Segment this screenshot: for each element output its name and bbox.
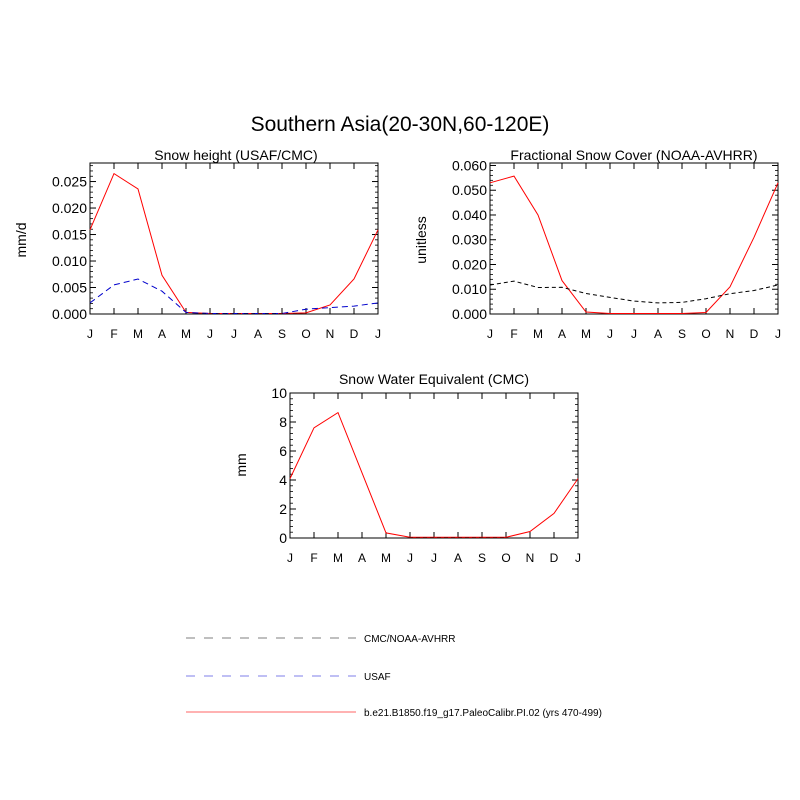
x-tick-label: F [510,327,517,341]
series-line-cmc [489,280,779,304]
legend-label-cmc: CMC/NOAA-AVHRR [364,634,455,645]
y-tick-label: 0.020 [452,256,487,272]
x-tick-label: D [750,327,759,341]
y-tick-label: 0.030 [452,232,487,248]
y-tick-label: 0.005 [52,280,87,296]
x-tick-label: S [278,327,286,341]
y-axis-label: mm [233,453,249,476]
x-tick-label: O [501,551,510,565]
x-tick-label: J [487,327,493,341]
y-tick-label: 4 [279,472,287,488]
x-tick-label: N [326,327,335,341]
y-axis-label: unitless [413,216,429,263]
x-tick-label: J [775,327,781,341]
x-tick-label: A [158,327,166,341]
y-tick-label: 0.050 [452,182,487,198]
x-tick-label: S [678,327,686,341]
x-tick-label: J [607,327,613,341]
y-tick-label: 0.025 [52,174,87,190]
x-tick-label: M [181,327,191,341]
x-tick-label: A [454,551,462,565]
x-tick-label: J [87,327,93,341]
y-tick-label: 8 [279,414,287,430]
series-line-model [489,175,779,314]
y-tick-label: 0.060 [452,157,487,173]
legend: CMC/NOAA-AVHRR USAF b.e21.B1850.f19_g17.… [186,634,602,719]
plot-frame [289,392,579,539]
x-tick-label: J [407,551,413,565]
y-tick-label: 0.010 [52,253,87,269]
x-tick-label: D [350,327,359,341]
plot-frame [489,162,779,315]
x-tick-label: M [581,327,591,341]
x-tick-label: J [431,551,437,565]
x-tick-label: O [701,327,710,341]
x-tick-label: A [654,327,662,341]
x-tick-label: J [631,327,637,341]
x-tick-label: F [310,551,317,565]
y-tick-label: 0.000 [452,306,487,322]
y-tick-label: 0.000 [52,306,87,322]
x-tick-label: N [526,551,535,565]
panel-snow-water-equivalent: Snow Water Equivalent (CMC) mm 0 2 4 6 8 10 J F… [233,371,581,565]
panel-snow-height: Snow height (USAF/CMC) mm/d 0.000 0.005 0.… [13,147,381,341]
y-tick-label: 2 [279,501,287,517]
x-tick-label: J [231,327,237,341]
x-tick-label: S [478,551,486,565]
x-tick-label: M [333,551,343,565]
x-tick-label: A [254,327,262,341]
panel-title: Snow Water Equivalent (CMC) [339,371,529,387]
series-line-model [289,411,579,538]
x-tick-label: A [358,551,366,565]
x-tick-label: J [287,551,293,565]
panel-fractional-snow-cover: Fractional Snow Cover (NOAA-AVHRR) unitl… [413,147,781,341]
x-tick-label: A [558,327,566,341]
y-tick-label: 6 [279,443,287,459]
y-tick-label: 10 [271,385,287,401]
y-tick-label: 0.010 [452,281,487,297]
panel-title: Snow height (USAF/CMC) [154,147,317,163]
x-tick-label: M [533,327,543,341]
y-tick-label: 0.020 [52,200,87,216]
x-tick-label: D [550,551,559,565]
y-tick-label: 0.015 [52,227,87,243]
figure-title: Southern Asia(20-30N,60-120E) [251,113,550,136]
x-tick-label: N [726,327,735,341]
x-tick-label: J [575,551,581,565]
legend-label-usaf: USAF [364,672,391,683]
x-tick-label: J [207,327,213,341]
x-tick-label: F [110,327,117,341]
series-line-model [89,172,379,314]
legend-label-model: b.e21.B1850.f19_g17.PaleoCalibr.PI.02 (y… [364,708,602,719]
y-tick-label: 0.040 [452,207,487,223]
y-axis-label: mm/d [13,223,29,258]
x-tick-label: J [375,327,381,341]
x-tick-label: M [381,551,391,565]
x-tick-label: M [133,327,143,341]
y-tick-label: 0 [279,530,287,546]
x-tick-label: O [301,327,310,341]
panel-title: Fractional Snow Cover (NOAA-AVHRR) [510,147,757,163]
